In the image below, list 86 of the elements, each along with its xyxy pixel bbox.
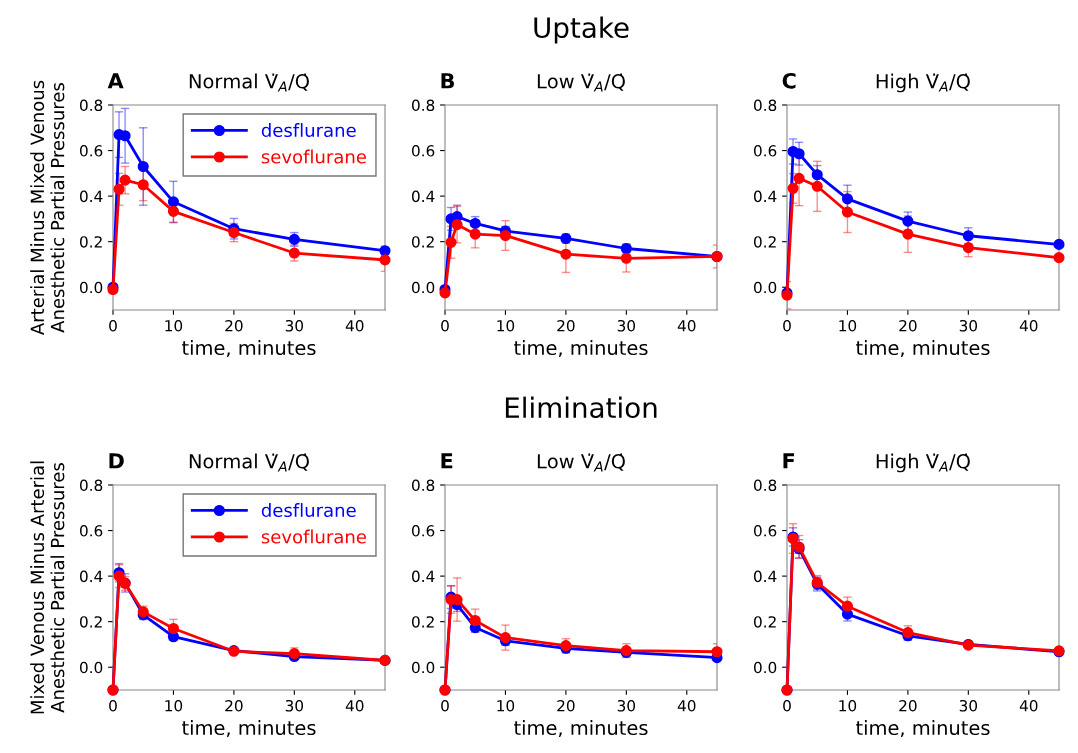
y-tick-label: 0.8 bbox=[753, 99, 777, 112]
x-tick-label: 0 bbox=[109, 699, 117, 712]
chart-title: Low V̇$_{A}$/Q̇ bbox=[537, 453, 625, 472]
chart-title: Normal V̇$_{A}$/Q̇ bbox=[189, 73, 309, 92]
x-axis-title: time, minutes bbox=[182, 340, 316, 358]
y-tick-label: 0.8 bbox=[753, 479, 777, 492]
chart-title: High V̇$_{A}$/Q̇ bbox=[876, 453, 970, 473]
x-tick-label: 40 bbox=[1019, 699, 1038, 712]
y-tick-label: 0.0 bbox=[411, 661, 435, 674]
y-tick-label: 0.6 bbox=[79, 525, 103, 537]
y-tick-label: 0.0 bbox=[79, 661, 103, 674]
y-tick-label: 0.4 bbox=[411, 570, 435, 583]
y-tick-label: 0.6 bbox=[79, 145, 103, 157]
x-tick-label: 30 bbox=[285, 699, 304, 712]
x-tick-label: 10 bbox=[165, 699, 183, 712]
x-tick-label: 0 bbox=[109, 319, 117, 332]
text: Elimination bbox=[505, 396, 657, 419]
y-tick-label: 0.4 bbox=[753, 190, 777, 203]
y-tick-label: 0.2 bbox=[753, 236, 776, 248]
y-tick-label: 0.8 bbox=[411, 99, 435, 112]
x-tick-label: 0 bbox=[783, 319, 791, 332]
x-tick-label: 20 bbox=[557, 319, 575, 332]
y-tick-label: 0.6 bbox=[411, 525, 435, 537]
text: A bbox=[107, 73, 124, 89]
y-tick-label: 0.8 bbox=[79, 99, 103, 112]
x-tick-label: 30 bbox=[617, 699, 636, 712]
y-tick-label: 0.8 bbox=[411, 479, 435, 492]
x-tick-label: 10 bbox=[165, 319, 183, 332]
x-tick-label: 20 bbox=[225, 319, 243, 332]
x-tick-label: 40 bbox=[345, 319, 364, 332]
y-tick-label: 0.4 bbox=[79, 190, 103, 203]
legend-label: sevoflurane bbox=[261, 529, 366, 544]
y-tick-label: 0.6 bbox=[753, 525, 777, 537]
x-tick-label: 0 bbox=[441, 319, 449, 332]
y-tick-label: 0.4 bbox=[411, 190, 435, 203]
x-tick-label: 20 bbox=[899, 699, 917, 712]
x-tick-label: 30 bbox=[959, 699, 978, 712]
y-axis-title: Arterial Minus Mixed Venous Anesthetic Partial Pressures bbox=[30, 80, 65, 335]
text: B bbox=[441, 73, 454, 89]
y-tick-label: 0.6 bbox=[753, 145, 777, 157]
y-tick-label: 0.4 bbox=[753, 570, 777, 583]
legend-label: sevoflurane bbox=[261, 149, 366, 164]
x-tick-label: 30 bbox=[285, 319, 304, 332]
x-axis-title: time, minutes bbox=[856, 720, 990, 738]
legend-label: desflurane bbox=[261, 503, 356, 518]
y-tick-label: 0.2 bbox=[411, 616, 434, 628]
x-tick-label: 20 bbox=[899, 319, 917, 332]
y-tick-label: 0.2 bbox=[79, 236, 102, 248]
y-tick-label: 0.4 bbox=[79, 570, 103, 583]
x-tick-label: 30 bbox=[617, 319, 636, 332]
x-axis-title: time, minutes bbox=[514, 340, 648, 358]
x-tick-label: 10 bbox=[497, 699, 515, 712]
x-tick-label: 20 bbox=[225, 699, 243, 712]
text: D bbox=[109, 453, 124, 469]
y-axis-title: Mixed Venous Minus Arterial Anesthetic Partial Pressures bbox=[30, 461, 65, 714]
x-tick-label: 40 bbox=[345, 699, 364, 712]
x-tick-label: 10 bbox=[497, 319, 515, 332]
x-axis-title: time, minutes bbox=[182, 720, 316, 738]
x-axis-title: time, minutes bbox=[514, 720, 648, 738]
y-tick-label: 0.2 bbox=[79, 616, 102, 628]
y-tick-label: 0.2 bbox=[411, 236, 434, 248]
text: E bbox=[441, 453, 453, 469]
text: Uptake bbox=[534, 16, 629, 44]
text: C bbox=[782, 72, 796, 89]
x-tick-label: 40 bbox=[677, 699, 696, 712]
y-tick-label: 0.0 bbox=[753, 281, 777, 294]
x-tick-label: 0 bbox=[783, 699, 791, 712]
y-tick-label: 0.0 bbox=[753, 661, 777, 674]
y-tick-label: 0.8 bbox=[79, 479, 103, 492]
y-tick-label: 0.0 bbox=[79, 281, 103, 294]
chart-title: High V̇$_{A}$/Q̇ bbox=[876, 73, 970, 93]
y-tick-label: 0.2 bbox=[753, 616, 776, 628]
y-tick-label: 0.0 bbox=[411, 281, 435, 294]
x-tick-label: 40 bbox=[677, 319, 696, 332]
chart-title: Normal V̇$_{A}$/Q̇ bbox=[189, 453, 309, 472]
y-tick-label: 0.6 bbox=[411, 145, 435, 157]
text: F bbox=[783, 453, 795, 469]
x-tick-label: 10 bbox=[839, 319, 857, 332]
x-tick-label: 30 bbox=[959, 319, 978, 332]
legend-label: desflurane bbox=[261, 123, 356, 138]
x-tick-label: 40 bbox=[1019, 319, 1038, 332]
chart-title: Low V̇$_{A}$/Q̇ bbox=[537, 73, 625, 92]
x-axis-title: time, minutes bbox=[856, 340, 990, 358]
x-tick-label: 10 bbox=[839, 699, 857, 712]
x-tick-label: 0 bbox=[441, 699, 449, 712]
x-tick-label: 20 bbox=[557, 699, 575, 712]
